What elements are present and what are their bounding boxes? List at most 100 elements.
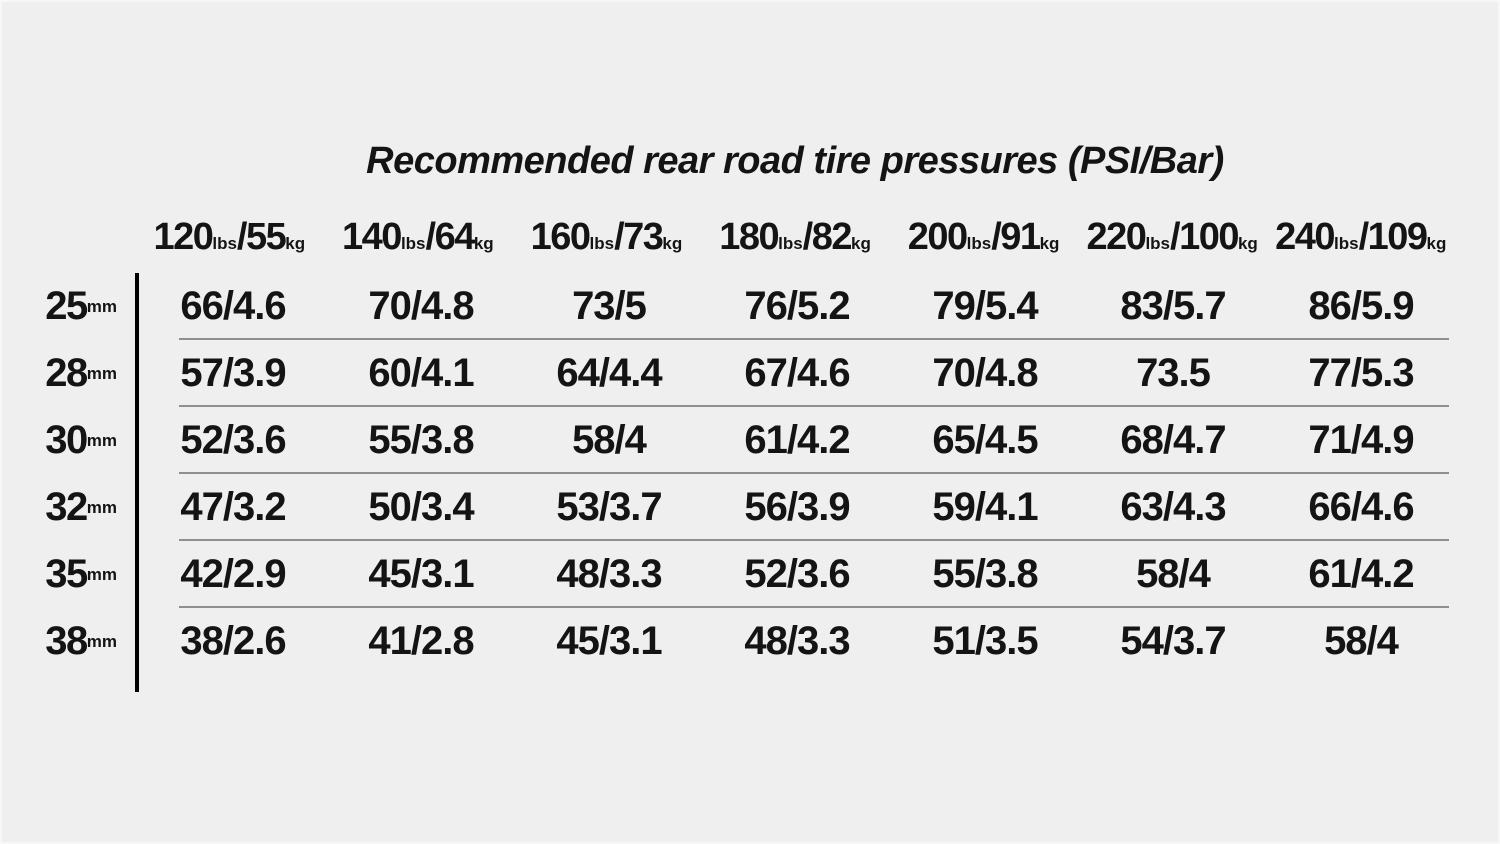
pressure-cell: 57/3.9 (180, 351, 286, 395)
kg-unit-label: kg (473, 234, 494, 253)
slash: / (802, 216, 814, 258)
mm-unit-label: mm (86, 296, 117, 316)
column-header-120lbs: 120lbs/55kg (135, 216, 324, 273)
pressure-cell: 55/3.8 (932, 552, 1038, 596)
pressure-cell: 48/3.3 (744, 619, 850, 663)
weight-lbs-value: 160 (530, 216, 591, 258)
mm-unit-label: mm (86, 430, 117, 450)
pressure-cell: 77/5.3 (1308, 351, 1414, 395)
pressure-cell: 61/4.2 (1308, 552, 1414, 596)
weight-kg-value: 91 (1000, 216, 1041, 258)
weight-lbs-value: 200 (907, 216, 968, 258)
slash: / (614, 216, 625, 258)
pressure-cell: 63/4.3 (1120, 485, 1226, 529)
kg-unit-label: kg (1237, 234, 1258, 253)
tire-width-value: 38 (45, 619, 88, 663)
slash: / (236, 216, 248, 258)
lbs-unit-label: lbs (1334, 234, 1359, 253)
pressure-cell: 64/4.4 (556, 351, 662, 395)
kg-unit-label: kg (851, 234, 871, 253)
lbs-unit-label: lbs (589, 234, 615, 253)
lbs-unit-label: lbs (212, 234, 237, 253)
tire-width-value: 28 (45, 351, 88, 395)
tail-spacer (0, 675, 135, 692)
pressure-cell: 38/2.6 (180, 619, 286, 663)
axis-line-tail (0, 675, 1455, 692)
pressure-cell: 58/4 (1324, 619, 1399, 663)
pressure-cell: 60/4.1 (368, 351, 474, 395)
pressure-cell: 41/2.8 (368, 619, 474, 663)
pressure-cell: 45/3.1 (368, 552, 474, 596)
lbs-unit-label: lbs (1145, 234, 1170, 253)
column-header-240lbs: 240lbs/109kg (1266, 216, 1455, 273)
pressure-cell: 54/3.7 (1120, 619, 1226, 663)
pressure-cell: 56/3.9 (744, 485, 850, 529)
kg-unit-label: kg (285, 234, 306, 253)
table-row-38mm: 38 mm 38/2.6 41/2.8 45/3.1 48/3.3 51/3.5 … (0, 608, 1455, 675)
column-header-140lbs: 140lbs/64kg (324, 216, 513, 273)
pressure-cell: 50/3.4 (368, 485, 474, 529)
row-cells: 47/3.2 50/3.4 53/3.7 56/3.9 59/4.1 63/4.… (135, 474, 1455, 541)
row-label-28mm: 28 mm (0, 340, 135, 407)
pressure-cell: 59/4.1 (932, 485, 1038, 529)
weight-lbs-value: 180 (719, 216, 779, 258)
mm-unit-label: mm (86, 631, 117, 651)
weight-kg-value: 55 (245, 216, 287, 258)
mm-unit-label: mm (86, 363, 117, 383)
row-label-35mm: 35 mm (0, 541, 135, 608)
slash: / (1358, 216, 1370, 258)
table-row-35mm: 35 mm 42/2.9 45/3.1 48/3.3 52/3.6 55/3.8 … (0, 541, 1455, 608)
row-label-30mm: 30 mm (0, 407, 135, 474)
pressure-cell: 52/3.6 (744, 552, 850, 596)
row-label-32mm: 32 mm (0, 474, 135, 541)
pressure-cell: 71/4.9 (1308, 418, 1414, 462)
table-row-30mm: 30 mm 52/3.6 55/3.8 58/4 61/4.2 65/4.5 68… (0, 407, 1455, 474)
kg-unit-label: kg (1426, 234, 1447, 253)
pressure-cell: 67/4.6 (744, 351, 850, 395)
pressure-cell: 70/4.8 (932, 351, 1038, 395)
mm-unit-label: mm (86, 564, 117, 584)
pressure-cell: 47/3.2 (180, 485, 286, 529)
pressure-cell: 76/5.2 (744, 284, 850, 328)
row-cells: 52/3.6 55/3.8 58/4 61/4.2 65/4.5 68/4.7 … (135, 407, 1455, 474)
weight-lbs-value: 120 (153, 216, 213, 258)
pressure-cell: 86/5.9 (1308, 284, 1414, 328)
table-row-32mm: 32 mm 47/3.2 50/3.4 53/3.7 56/3.9 59/4.1 … (0, 474, 1455, 541)
slash: / (991, 216, 1002, 258)
pressure-cell: 52/3.6 (180, 418, 286, 462)
pressure-cell: 53/3.7 (556, 485, 662, 529)
pressure-cell: 83/5.7 (1120, 284, 1226, 328)
lbs-unit-label: lbs (778, 234, 803, 253)
weight-lbs-value: 220 (1086, 216, 1147, 258)
pressure-cell: 45/3.1 (556, 619, 662, 663)
row-cells: 38/2.6 41/2.8 45/3.1 48/3.3 51/3.5 54/3.… (135, 608, 1455, 675)
pressure-cell: 65/4.5 (932, 418, 1038, 462)
kg-unit-label: kg (662, 234, 683, 253)
kg-unit-label: kg (1039, 234, 1060, 253)
pressure-cell: 73/5 (572, 284, 647, 328)
lbs-unit-label: lbs (400, 234, 426, 253)
pressure-cell: 42/2.9 (180, 552, 286, 596)
lbs-unit-label: lbs (966, 234, 992, 253)
pressure-cell: 79/5.4 (932, 284, 1038, 328)
weight-kg-value: 82 (811, 216, 853, 258)
weight-kg-value: 109 (1367, 216, 1428, 258)
pressure-cell: 58/4 (1136, 552, 1211, 596)
weight-lbs-value: 240 (1275, 216, 1335, 258)
pressure-table: 120lbs/55kg 140lbs/64kg 160lbs/73kg 180l… (0, 205, 1455, 692)
column-header-160lbs: 160lbs/73kg (512, 216, 701, 273)
pressure-cell: 66/4.6 (1308, 485, 1414, 529)
row-cells: 66/4.6 70/4.8 73/5 76/5.2 79/5.4 83/5.7 … (135, 273, 1455, 340)
tire-width-value: 35 (45, 552, 88, 596)
mm-unit-label: mm (86, 497, 117, 517)
pressure-cell: 58/4 (572, 418, 647, 462)
pressure-cell: 70/4.8 (368, 284, 474, 328)
pressure-cell: 68/4.7 (1120, 418, 1226, 462)
column-header-180lbs: 180lbs/82kg (701, 216, 890, 273)
pressure-cell: 61/4.2 (744, 418, 850, 462)
row-cells: 42/2.9 45/3.1 48/3.3 52/3.6 55/3.8 58/4 … (135, 541, 1455, 608)
column-header-row: 120lbs/55kg 140lbs/64kg 160lbs/73kg 180l… (0, 205, 1455, 273)
weight-kg-value: 64 (434, 216, 476, 258)
weight-lbs-value: 140 (342, 216, 402, 258)
